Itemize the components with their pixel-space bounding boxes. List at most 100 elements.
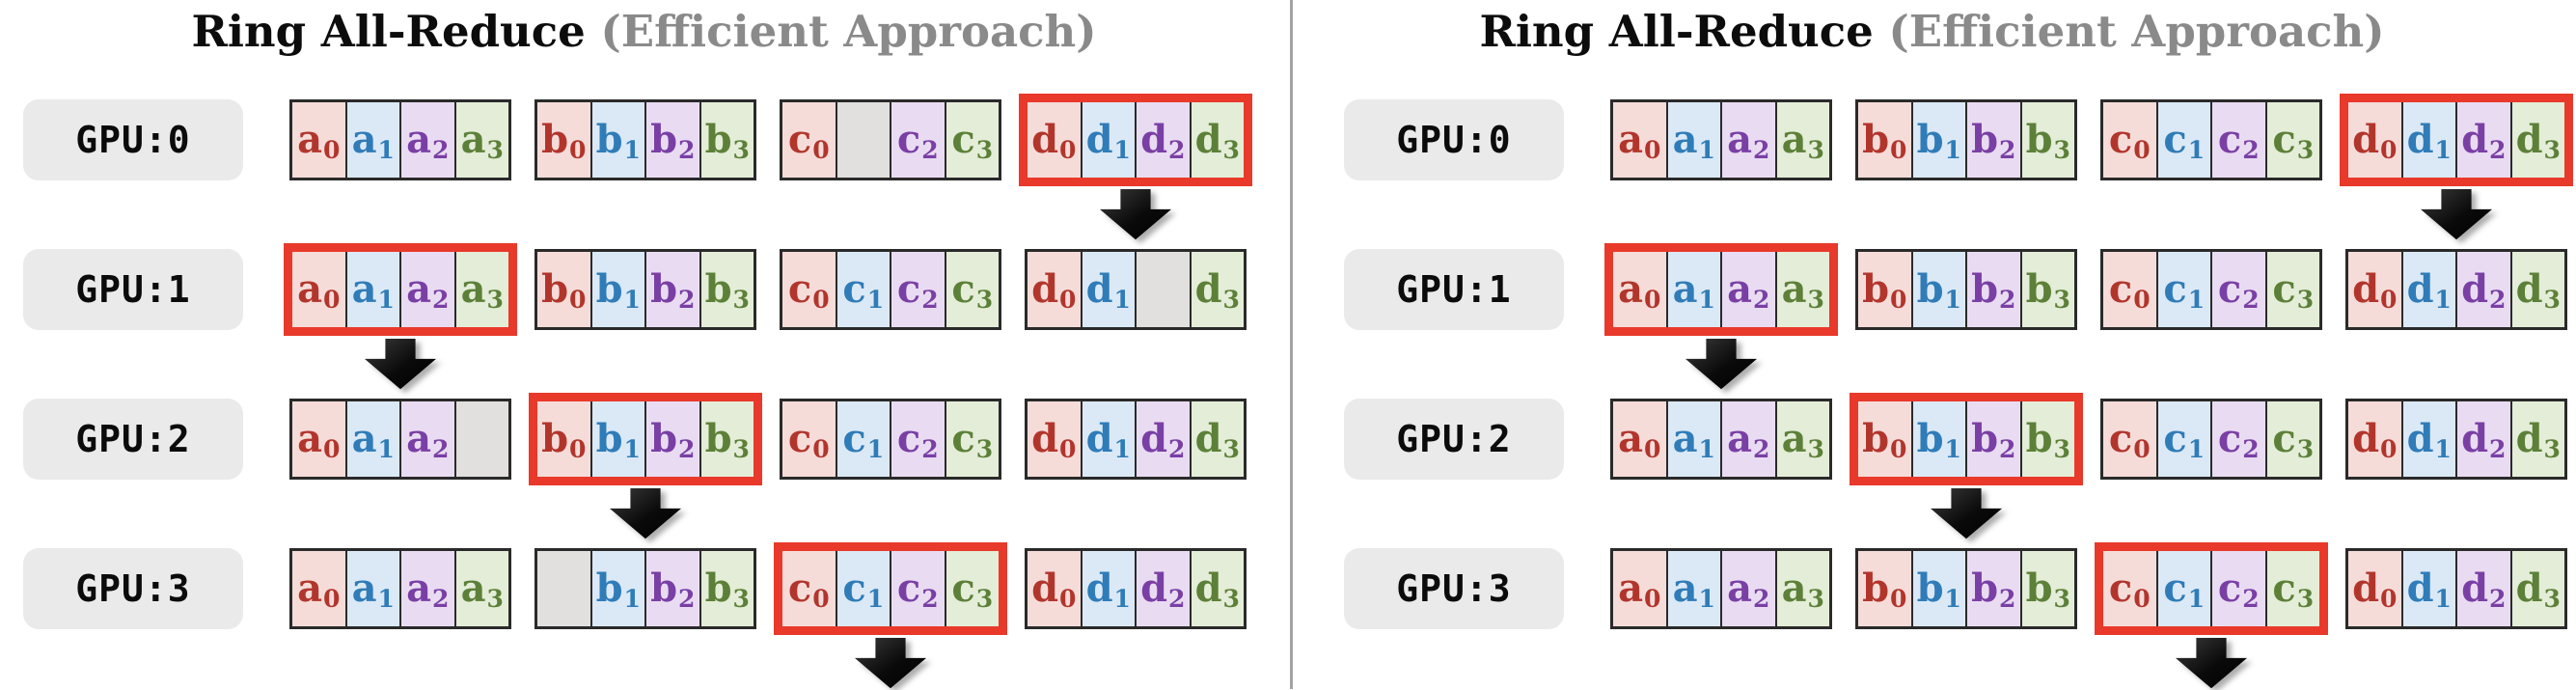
chunk-letter: d [2352, 566, 2380, 611]
chunk-letter: d [1085, 416, 1113, 461]
chunk-letter: b [1971, 266, 1999, 312]
chunk-subscript: 0 [2380, 135, 2398, 164]
chunk-letter: c [951, 566, 975, 611]
chunk-subscript: 3 [2296, 135, 2315, 164]
chunk-subscript: 2 [921, 135, 939, 164]
chunk-letter: d [2461, 117, 2489, 162]
title-subtitle-text: (Efficient Approach) [600, 6, 1097, 57]
chunk-subscript: 0 [323, 434, 341, 463]
chunk-subscript: 1 [623, 584, 641, 613]
chunk-letter: a [460, 117, 486, 162]
chunk-letter: a [1672, 117, 1698, 162]
chunk-subscript: 3 [2053, 135, 2070, 164]
chunk-letter: d [2352, 266, 2380, 312]
chunk-subscript: 1 [1698, 135, 1715, 164]
title-subtitle-text: (Efficient Approach) [1888, 6, 2385, 57]
chunk-letter: d [1194, 266, 1222, 312]
chunk-letter: a [1618, 266, 1643, 312]
chunk-letter: d [1140, 117, 1168, 162]
chunk-letter: a [1727, 266, 1752, 312]
chunk-subscript: 2 [2489, 135, 2507, 164]
down-arrow-icon [2175, 638, 2248, 689]
chunk-subscript: 1 [2434, 434, 2452, 463]
chunk-letter: a [460, 266, 486, 312]
down-arrow-icon [1685, 339, 1758, 390]
chunk-subscript: 1 [1698, 434, 1715, 463]
chunk-subscript: 2 [921, 285, 939, 314]
chunk-subscript: 1 [1113, 584, 1131, 613]
chunk-subscript: 2 [2489, 434, 2507, 463]
chunk-subscript: 2 [432, 584, 450, 613]
chunk-letter: b [704, 566, 732, 611]
chunk-letter: c [787, 416, 812, 461]
chunk-subscript: 3 [1807, 285, 1824, 314]
chunk-letter: d [2515, 117, 2543, 162]
chunk-subscript: 0 [569, 434, 587, 463]
chunk-letter: b [595, 266, 623, 312]
chunk-subscript: 2 [1999, 434, 2016, 463]
chunk-subscript: 3 [486, 135, 504, 164]
chunk-subscript: 1 [1944, 434, 1961, 463]
chunk-letter: d [2515, 266, 2543, 312]
chunk-subscript: 1 [623, 434, 641, 463]
chunk-subscript: 0 [323, 285, 341, 314]
chunk-letter: c [2217, 266, 2242, 312]
chunk-letter: c [896, 566, 921, 611]
chunk-subscript: 1 [1698, 285, 1715, 314]
chunk-subscript: 0 [812, 584, 830, 613]
chunk-letter: d [1031, 566, 1059, 611]
chunk-letter: b [1916, 266, 1944, 312]
chunk-subscript: 3 [2543, 584, 2561, 613]
chunk-subscript: 3 [2053, 584, 2070, 613]
chunk-letter: d [1031, 416, 1059, 461]
chunk-subscript: 3 [486, 584, 504, 613]
chunk-subscript: 0 [812, 135, 830, 164]
chunk-letter: a [297, 266, 322, 312]
chunk-subscript: 1 [1113, 285, 1131, 314]
diagram-panel: Ring All-Reduce (Efficient Approach) GPU… [1288, 0, 2576, 689]
chunk-letter: c [787, 117, 812, 162]
chunk-subscript: 1 [2434, 285, 2452, 314]
chunk-letter: b [595, 416, 623, 461]
chunk-letter: d [1085, 117, 1113, 162]
